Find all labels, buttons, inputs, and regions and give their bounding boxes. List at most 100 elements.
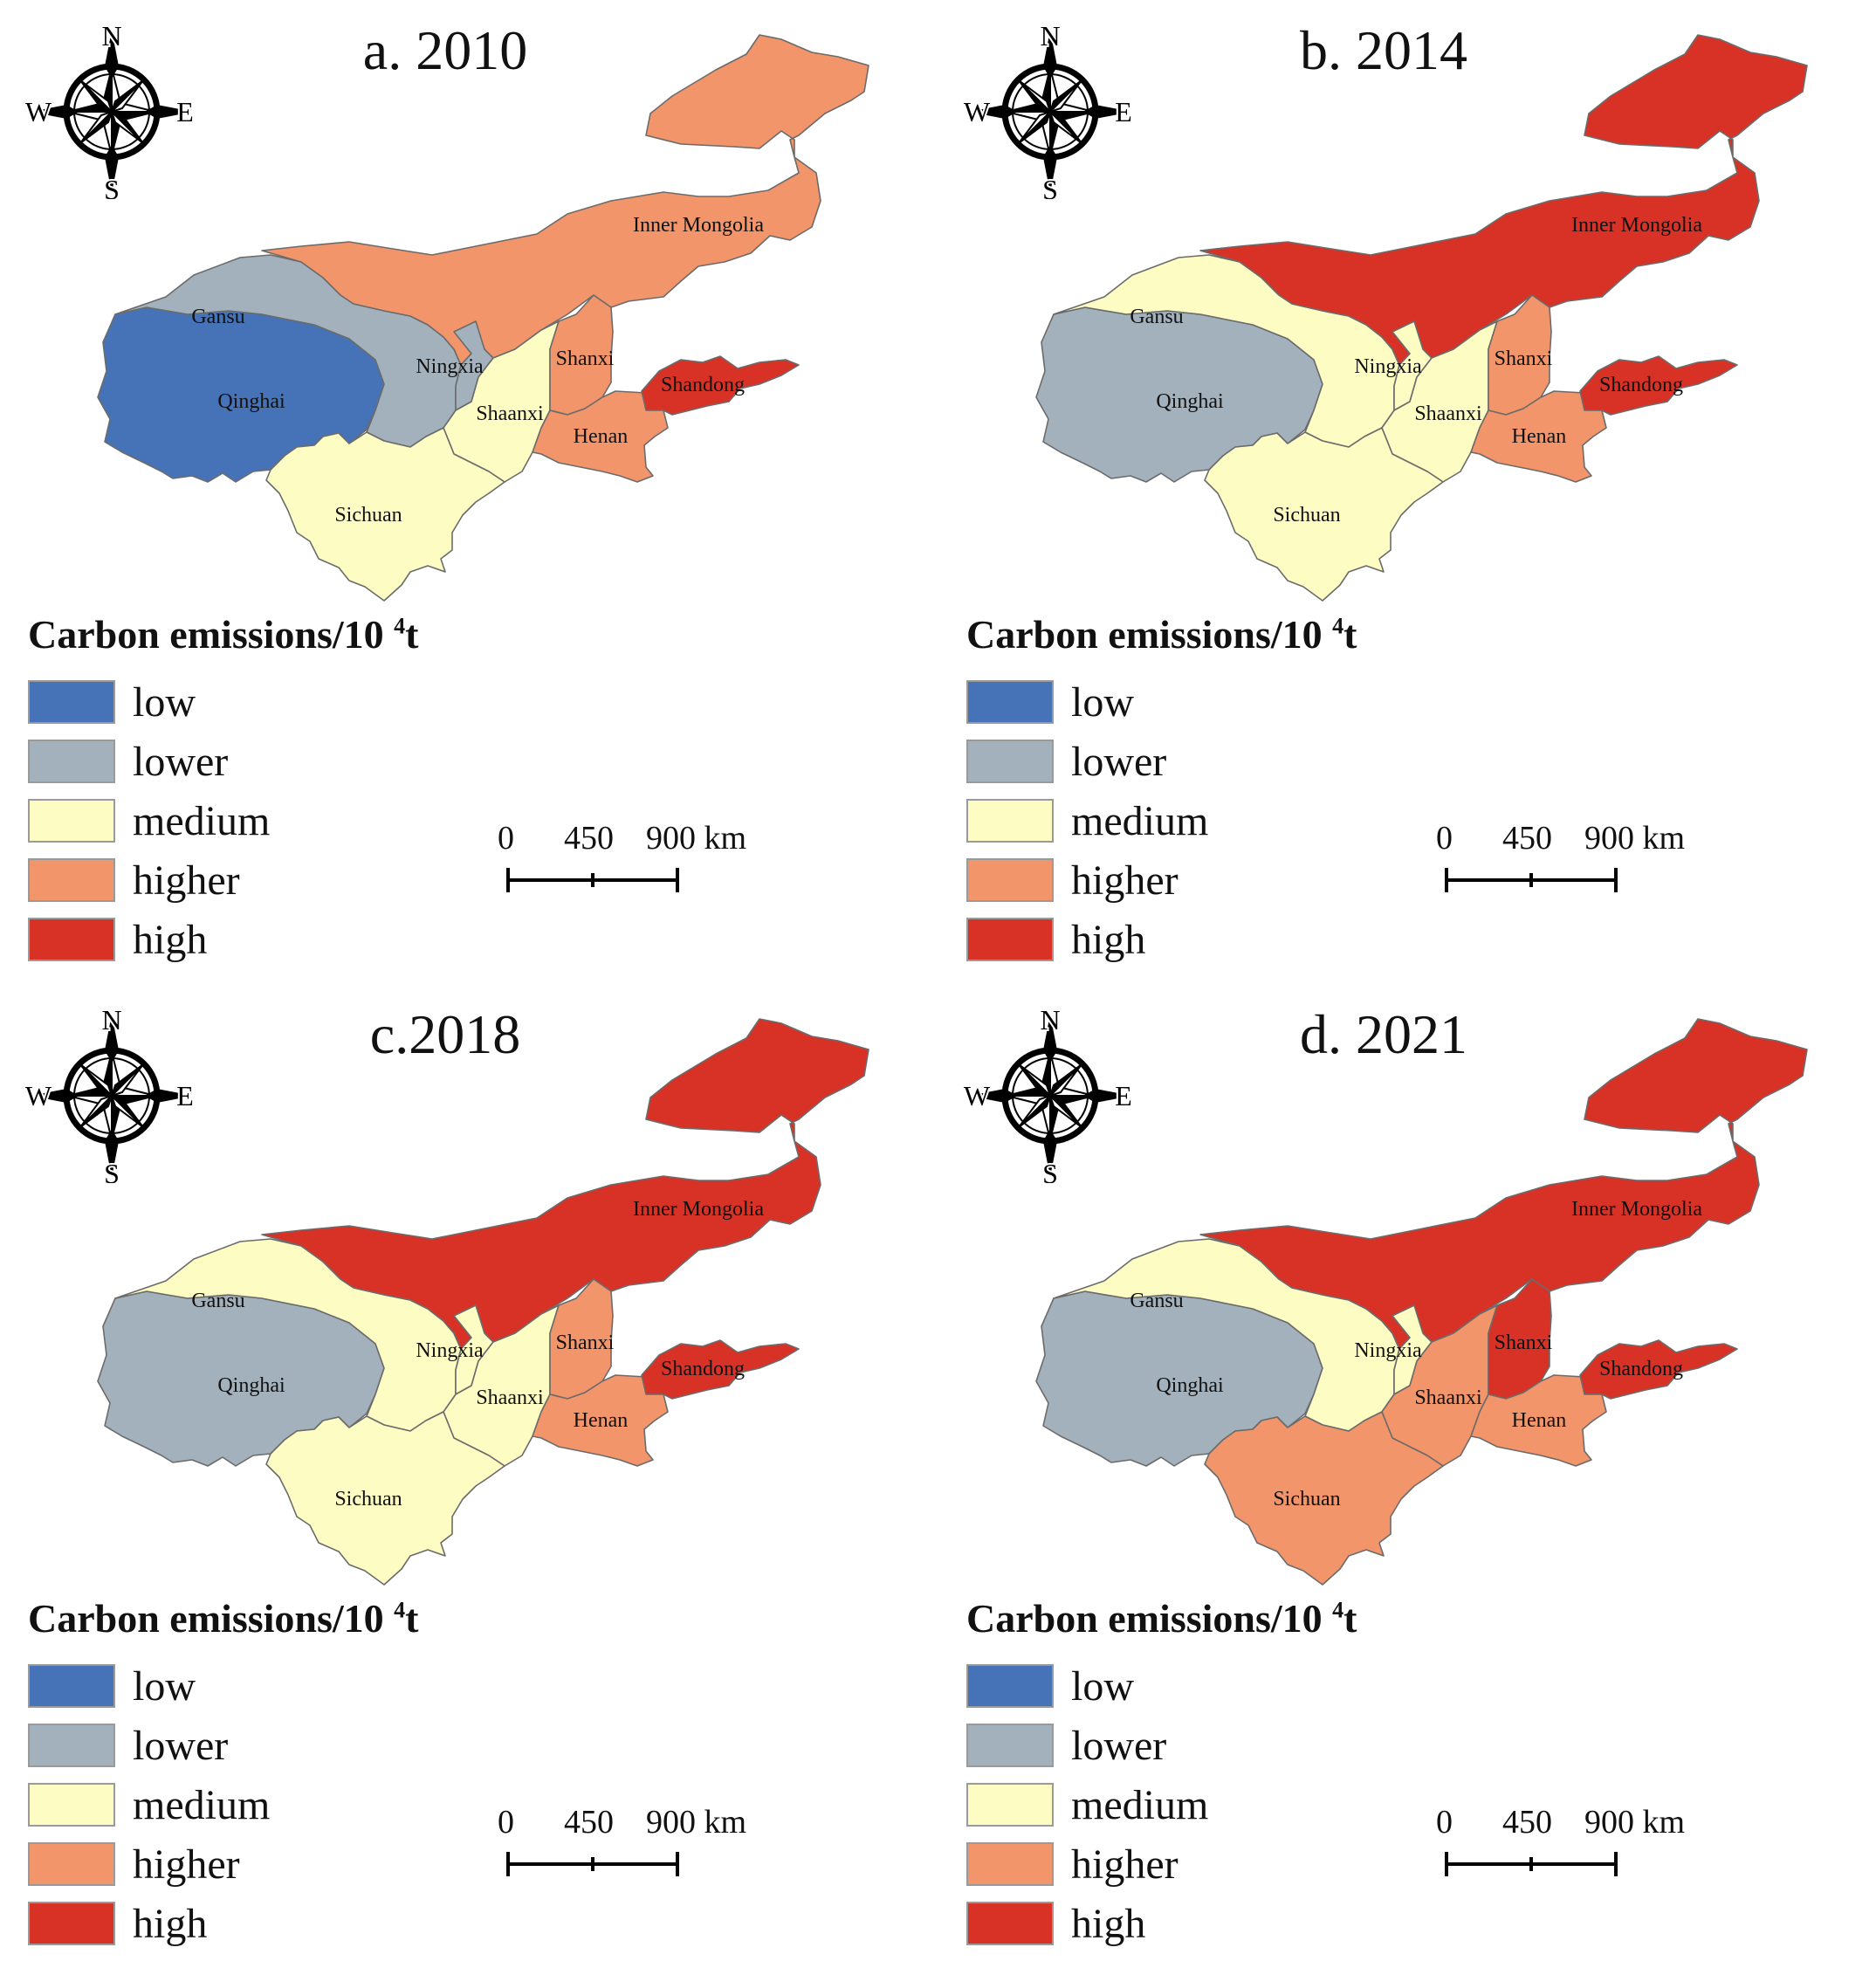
legend-title-unit: t bbox=[1343, 1596, 1357, 1641]
region-sichuan[interactable] bbox=[265, 1411, 505, 1586]
region-shanxi[interactable] bbox=[1488, 294, 1552, 416]
region-shandong[interactable] bbox=[641, 1339, 800, 1400]
region-henan[interactable] bbox=[532, 390, 669, 483]
map-panel-4: Inner Mongolia Gansu Qinghai Ningxia Sha… bbox=[938, 984, 1876, 1968]
label-shandong: Shandong bbox=[661, 1358, 745, 1380]
legend-swatch-lower bbox=[28, 1724, 115, 1767]
map-panel-3: Inner Mongolia Gansu Qinghai Ningxia Sha… bbox=[0, 984, 938, 1968]
legend-label-low: low bbox=[1071, 1662, 1134, 1710]
legend-label-low: low bbox=[1071, 678, 1134, 726]
legend-swatch-lower bbox=[28, 740, 115, 783]
label-shaanxi: Shaanxi bbox=[476, 403, 544, 425]
scale-label-450: 450 bbox=[564, 1804, 614, 1841]
region-shanxi[interactable] bbox=[549, 1278, 614, 1400]
legend-swatch-high bbox=[966, 918, 1054, 961]
legend-title: Carbon emissions/10 4t bbox=[966, 611, 1357, 657]
label-qinghai: Qinghai bbox=[1156, 1374, 1224, 1397]
legend-label-high: high bbox=[133, 916, 208, 963]
scale-bar: 0 450 900 km bbox=[498, 1803, 751, 1890]
legend-label-lower: lower bbox=[133, 738, 229, 785]
label-qinghai: Qinghai bbox=[217, 390, 285, 413]
region-henan[interactable] bbox=[532, 1374, 669, 1467]
legend-label-medium: medium bbox=[1071, 1781, 1209, 1828]
scale-label-0: 0 bbox=[498, 1804, 514, 1841]
region-shanxi[interactable] bbox=[1488, 1278, 1552, 1400]
label-sichuan: Sichuan bbox=[334, 1488, 402, 1510]
compass-n: N bbox=[101, 24, 121, 52]
region-shanxi[interactable] bbox=[549, 294, 614, 416]
region-shandong[interactable] bbox=[1579, 355, 1738, 416]
label-gansu: Gansu bbox=[1130, 1290, 1183, 1312]
legend-item-medium: medium bbox=[966, 791, 1208, 850]
region-henan[interactable] bbox=[1470, 390, 1607, 483]
region-sichuan[interactable] bbox=[1204, 427, 1444, 602]
legend-title-exponent: 4 bbox=[394, 613, 406, 639]
compass-w: W bbox=[25, 1080, 52, 1111]
scale-bar: 0 450 900 km bbox=[498, 819, 751, 906]
compass-n: N bbox=[1040, 1008, 1060, 1036]
label-shanxi: Shanxi bbox=[1495, 1331, 1553, 1354]
legend-item-medium: medium bbox=[966, 1775, 1208, 1834]
legend-swatch-low bbox=[28, 1664, 115, 1708]
legend-swatch-medium bbox=[966, 799, 1054, 843]
region-sichuan[interactable] bbox=[1204, 1411, 1444, 1586]
legend-swatch-high bbox=[28, 918, 115, 961]
label-shandong: Shandong bbox=[1599, 374, 1683, 396]
legend-item-lower: lower bbox=[966, 1716, 1208, 1775]
map-title: b. 2014 bbox=[1300, 19, 1467, 81]
legend-label-low: low bbox=[133, 1662, 196, 1710]
map-panel-1: Inner Mongolia Gansu Qinghai Ningxia Sha… bbox=[0, 0, 938, 984]
legend-swatch-high bbox=[28, 1902, 115, 1945]
compass-e: E bbox=[1115, 96, 1132, 127]
label-shaanxi: Shaanxi bbox=[1414, 403, 1482, 425]
legend-item-higher: higher bbox=[28, 850, 270, 910]
label-sichuan: Sichuan bbox=[1273, 504, 1340, 526]
legend-swatch-higher bbox=[28, 858, 115, 902]
label-shanxi: Shanxi bbox=[556, 347, 615, 370]
legend-label-higher: higher bbox=[133, 1841, 240, 1888]
legend-title-text: Carbon emissions/10 bbox=[966, 1596, 1333, 1641]
legend-item-lower: lower bbox=[28, 732, 270, 791]
label-gansu: Gansu bbox=[191, 1290, 244, 1312]
label-henan: Henan bbox=[574, 425, 629, 448]
label-henan: Henan bbox=[1512, 1409, 1567, 1432]
north-arrow-compass-icon: N S E W bbox=[24, 1008, 196, 1183]
map-title: a. 2010 bbox=[362, 19, 528, 81]
north-arrow-compass-icon: N S E W bbox=[963, 1008, 1134, 1183]
region-sichuan[interactable] bbox=[265, 427, 505, 602]
legend-title-exponent: 4 bbox=[394, 1597, 406, 1623]
scale-bar-line bbox=[506, 868, 679, 892]
legend-label-higher: higher bbox=[1071, 1841, 1179, 1888]
scale-bar-line bbox=[506, 1852, 679, 1876]
choropleth-map: Inner Mongolia Gansu Qinghai Ningxia Sha… bbox=[97, 1018, 869, 1586]
region-henan[interactable] bbox=[1470, 1374, 1607, 1467]
compass-e: E bbox=[176, 1080, 194, 1111]
legend-label-medium: medium bbox=[1071, 797, 1209, 844]
label-shanxi: Shanxi bbox=[556, 1331, 615, 1354]
compass-n: N bbox=[101, 1008, 121, 1036]
legend-item-high: high bbox=[966, 1894, 1208, 1953]
compass-e: E bbox=[176, 96, 194, 127]
label-shaanxi: Shaanxi bbox=[476, 1387, 544, 1409]
label-gansu: Gansu bbox=[191, 306, 244, 328]
scale-label-450: 450 bbox=[1502, 820, 1552, 857]
label-inner-mongolia: Inner Mongolia bbox=[1571, 1198, 1702, 1221]
legend-label-high: high bbox=[1071, 1900, 1146, 1947]
legend-item-low: low bbox=[966, 672, 1208, 732]
scale-bar: 0 450 900 km bbox=[1436, 1803, 1689, 1890]
label-shaanxi: Shaanxi bbox=[1414, 1387, 1482, 1409]
legend-item-low: low bbox=[966, 1656, 1208, 1716]
scale-label-450: 450 bbox=[564, 820, 614, 857]
region-shandong[interactable] bbox=[641, 355, 800, 416]
region-shandong[interactable] bbox=[1579, 1339, 1738, 1400]
scale-label-900: 900 km bbox=[646, 1804, 747, 1841]
compass-w: W bbox=[25, 96, 52, 127]
legend-item-higher: higher bbox=[28, 1834, 270, 1894]
scale-label-0: 0 bbox=[498, 820, 514, 857]
label-inner-mongolia: Inner Mongolia bbox=[633, 214, 764, 237]
legend-item-low: low bbox=[28, 672, 270, 732]
choropleth-map: Inner Mongolia Gansu Qinghai Ningxia Sha… bbox=[97, 34, 869, 602]
map-title: c.2018 bbox=[369, 1003, 521, 1065]
legend-title-exponent: 4 bbox=[1332, 613, 1344, 639]
legend-item-medium: medium bbox=[28, 1775, 270, 1834]
